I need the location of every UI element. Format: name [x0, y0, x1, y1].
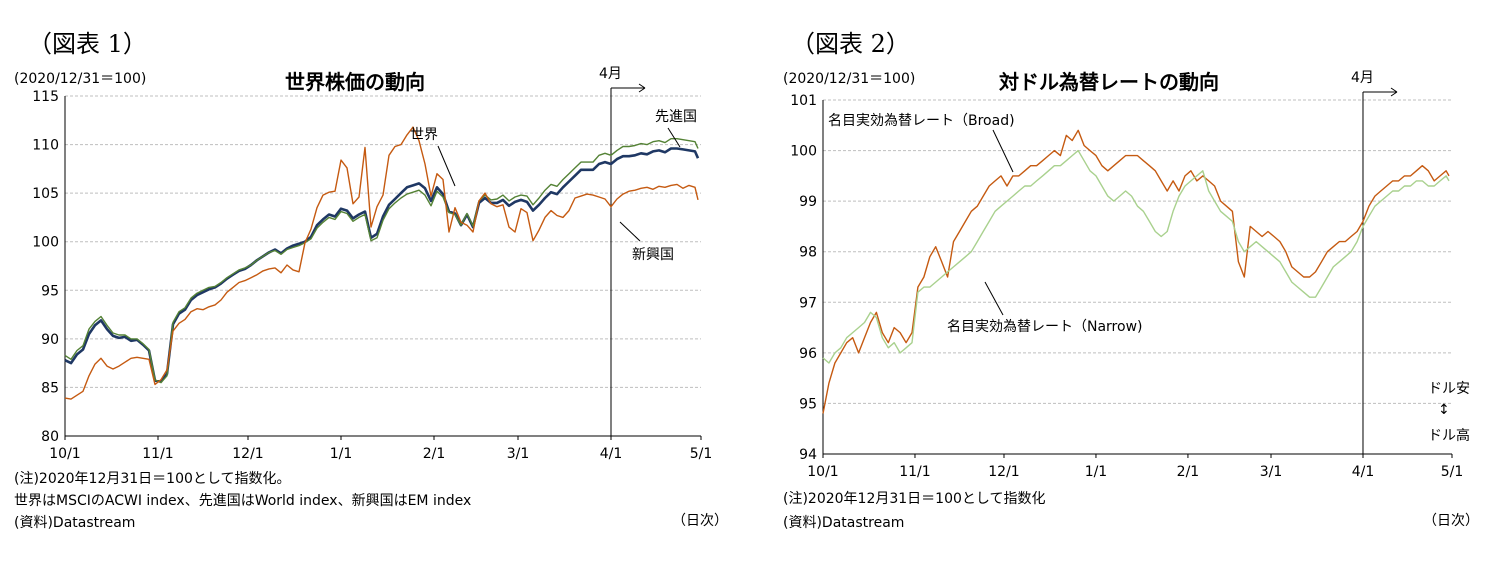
- y-tick-label: 110: [32, 138, 59, 154]
- y-tick-label: 85: [41, 380, 59, 396]
- series-line-emerging: [64, 126, 699, 400]
- y-tick-label: 98: [799, 245, 817, 261]
- x-tick-label: 10/1: [49, 446, 80, 462]
- source-note: (資料)Datastream: [14, 515, 136, 531]
- x-tick-label: 3/1: [1260, 464, 1283, 480]
- updown-arrow-icon: ↕: [1438, 402, 1450, 418]
- x-tick-label: 2/1: [1177, 464, 1200, 480]
- x-tick-label: 1/1: [330, 446, 353, 462]
- y-tick-label: 90: [41, 332, 59, 348]
- y-tick-label: 100: [32, 235, 59, 251]
- base-note: (2020/12/31＝100): [783, 71, 916, 87]
- x-tick-label: 10/1: [807, 464, 838, 480]
- y-tick-label: 95: [41, 283, 59, 299]
- chart-title: 対ドル為替レートの動向: [999, 70, 1219, 94]
- annotation-developed: 先進国: [655, 109, 697, 125]
- april-marker-arrowhead: [638, 83, 646, 93]
- note-line-1: (注)2020年12月31日＝100として指数化。: [14, 471, 291, 487]
- y-tick-label: 95: [799, 396, 817, 412]
- y-tick-label: 100: [790, 144, 817, 160]
- annotation-narrow: 名目実効為替レート（Narrow): [947, 319, 1143, 335]
- y-tick-label: 99: [799, 194, 817, 210]
- note-line-1: (注)2020年12月31日＝100として指数化: [783, 491, 1046, 507]
- y-tick-label: 97: [799, 295, 817, 311]
- stock-chart-svg: 80 85 90 95 100 105 110 115 10/1 11/1 12/1 1/1 2/1 3/…: [32, 66, 713, 462]
- chart-title: 世界株価の動向: [285, 70, 425, 94]
- fx-chart-svg: 94 95 96 97 98 99 100 101 10/1 11/1 12/1 1/1 2/1 3/1 4…: [790, 70, 1470, 480]
- y-tick-label: 115: [32, 89, 59, 105]
- x-tick-label: 12/1: [232, 446, 263, 462]
- figure-label: （図表 1）: [28, 30, 147, 58]
- annotation-developed-pointer: [667, 127, 681, 148]
- x-tick-label: 4/1: [1352, 464, 1375, 480]
- unit-label: （日次）: [1423, 513, 1479, 529]
- annotation-broad-pointer: [992, 129, 1014, 173]
- stock-chart-panel: （図表 1） (2020/12/31＝100) 世界株価の動向 80 85 90 95…: [14, 30, 728, 531]
- series-line-world: [64, 147, 700, 383]
- y-tick-label: 80: [41, 429, 59, 445]
- label-dollar-strong: ドル高: [1428, 427, 1470, 444]
- annotation-broad: 名目実効為替レート（Broad): [828, 113, 1015, 129]
- x-tick-label: 11/1: [142, 446, 173, 462]
- source-note: (資料)Datastream: [783, 515, 905, 531]
- series-line-developed: [64, 137, 699, 384]
- x-tick-label: 2/1: [423, 446, 446, 462]
- y-tick-label: 105: [32, 186, 59, 202]
- annotation-world: 世界: [410, 127, 438, 143]
- annotation-world-pointer: [437, 145, 456, 187]
- april-marker-label: 4月: [599, 66, 622, 82]
- series-line-narrow: [822, 149, 1450, 364]
- fx-chart-panel: （図表 2） (2020/12/31＝100) 対ドル為替レートの動向 94 95…: [751, 0, 1502, 561]
- x-tick-label: 1/1: [1085, 464, 1108, 480]
- annotation-emerging: 新興国: [632, 247, 674, 263]
- x-tick-label: 3/1: [507, 446, 530, 462]
- annotation-narrow-pointer: [984, 281, 1004, 316]
- x-tick-label: 5/1: [1441, 464, 1464, 480]
- x-tick-label: 4/1: [600, 446, 623, 462]
- x-tick-label: 12/1: [988, 464, 1019, 480]
- april-marker-label: 4月: [1351, 70, 1374, 86]
- annotation-emerging-pointer: [619, 221, 641, 242]
- x-tick-label: 5/1: [690, 446, 713, 462]
- y-tick-label: 101: [790, 93, 817, 109]
- y-tick-label: 94: [799, 447, 817, 463]
- x-tick-label: 11/1: [899, 464, 930, 480]
- unit-label: （日次）: [672, 513, 728, 529]
- april-marker-arrowhead: [1390, 87, 1398, 97]
- note-line-2: 世界はMSCIのACWI index、先進国はWorld index、新興国はE…: [14, 493, 472, 509]
- y-tick-label: 96: [799, 346, 817, 362]
- base-note: (2020/12/31＝100): [14, 71, 147, 87]
- series-line-broad: [822, 129, 1450, 414]
- label-dollar-weak: ドル安: [1428, 381, 1470, 397]
- figure-label: （図表 2）: [791, 30, 910, 58]
